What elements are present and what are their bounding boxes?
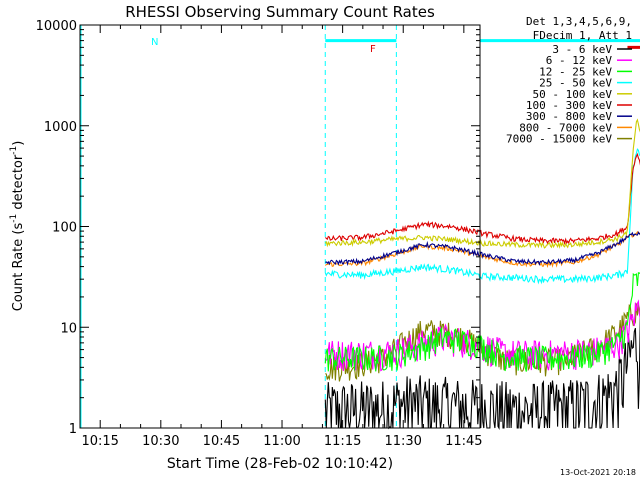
series-line-2 bbox=[324, 271, 640, 372]
legend-entry-label: 12 - 25 keV bbox=[539, 65, 612, 78]
series-line-6 bbox=[325, 231, 640, 267]
legend-entry-label: 50 - 100 keV bbox=[533, 88, 613, 101]
x-axis-label: Start Time (28-Feb-02 10:10:42) bbox=[167, 456, 393, 472]
y-axis-label: Count Rate (s-1 detector-1) bbox=[9, 141, 26, 312]
legend-header-line-1: Det 1,3,4,5,6,9, bbox=[526, 15, 632, 28]
series-line-3 bbox=[324, 148, 640, 285]
series-line-1 bbox=[324, 299, 640, 372]
y-tick-label: 10 bbox=[60, 321, 77, 336]
timestamp: 13-Oct-2021 20:18 bbox=[560, 468, 636, 477]
legend-header-line-2: FDecim 1, Att 1 bbox=[533, 29, 632, 42]
series-line-5 bbox=[324, 152, 640, 246]
x-tick-label: 11:45 bbox=[445, 434, 482, 449]
x-tick-label: 10:15 bbox=[81, 434, 118, 449]
legend-entry-label: 7000 - 15000 keV bbox=[506, 133, 612, 146]
legend: Det 1,3,4,5,6,9, FDecim 1, Att 1 3 - 6 k… bbox=[506, 15, 632, 146]
x-tick-label: 10:30 bbox=[142, 434, 179, 449]
y-tick-label: 10000 bbox=[36, 19, 77, 34]
series-lines bbox=[324, 118, 640, 430]
x-tick-label: 11:00 bbox=[263, 434, 300, 449]
legend-entry-label: 800 - 7000 keV bbox=[519, 121, 612, 134]
flare-label: F bbox=[370, 44, 376, 55]
legend-entry-label: 3 - 6 keV bbox=[552, 43, 612, 56]
legend-entry-label: 6 - 12 keV bbox=[546, 54, 613, 67]
x-tick-label: 11:15 bbox=[324, 434, 361, 449]
legend-entry-label: 300 - 800 keV bbox=[526, 110, 612, 123]
x-tick-label: 10:45 bbox=[203, 434, 240, 449]
series-line-4 bbox=[324, 118, 640, 249]
chart-title: RHESSI Observing Summary Count Rates bbox=[125, 3, 435, 21]
y-tick-label: 1 bbox=[69, 422, 77, 437]
legend-entry-label: 25 - 50 keV bbox=[539, 77, 612, 90]
legend-entry-label: 100 - 300 keV bbox=[526, 99, 612, 112]
x-tick-label: 11:30 bbox=[384, 434, 421, 449]
night-label: N bbox=[151, 37, 158, 48]
y-tick-label: 100 bbox=[52, 221, 77, 236]
axis-ticks: 10:15 10:30 10:45 11:00 11:15 11:30 11:45 1 10 10… bbox=[36, 19, 483, 449]
y-tick-label: 1000 bbox=[44, 120, 77, 135]
